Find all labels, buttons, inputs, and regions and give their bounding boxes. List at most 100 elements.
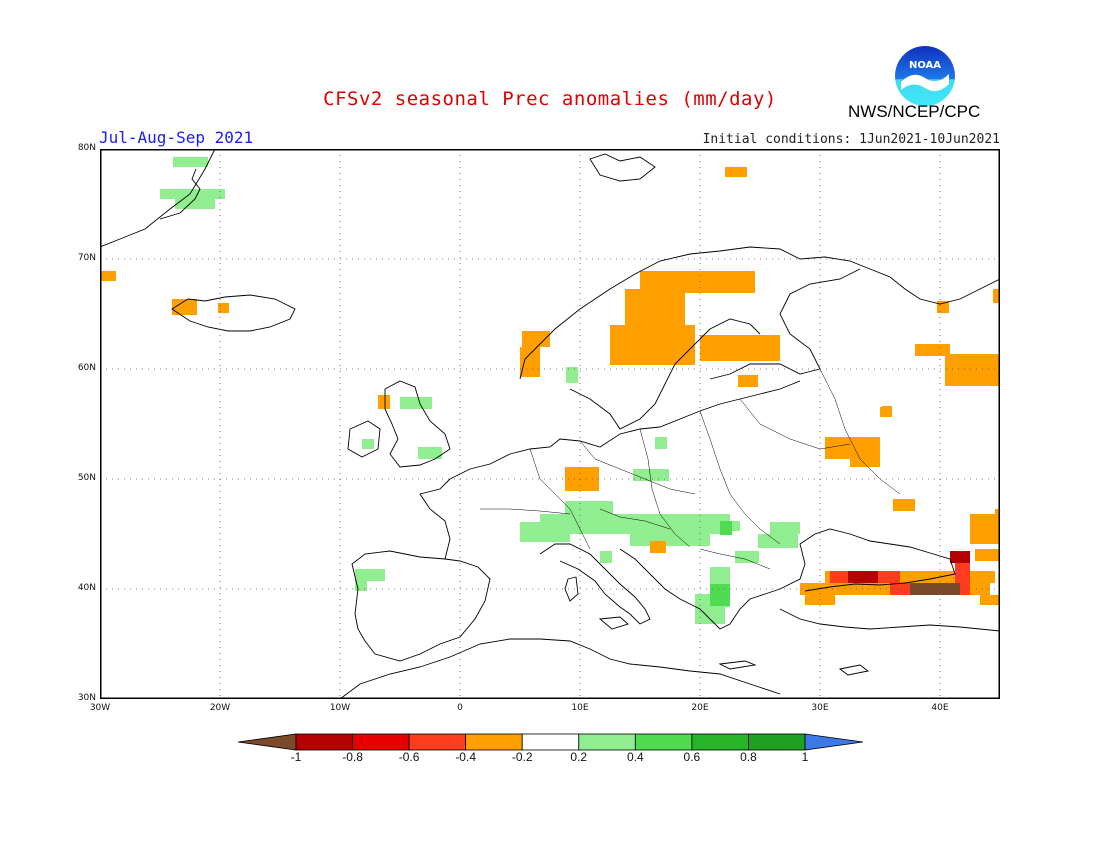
coastline-sardinia: [564, 576, 579, 602]
map-frame: [100, 149, 1000, 699]
anomaly-cell: [100, 271, 116, 281]
anomaly-cell: [173, 157, 208, 167]
coastlines: [100, 149, 1000, 699]
agency-label: NWS/NCEP/CPC: [848, 102, 981, 121]
lat-tick-label: 70N: [77, 253, 96, 263]
anomaly-cell: [882, 406, 892, 416]
noaa-logo-text: NOAA: [909, 60, 941, 71]
colorbar-swatch: [295, 733, 353, 751]
coastline-sicily: [598, 616, 629, 630]
lon-tick-label: 10E: [571, 703, 589, 713]
anomaly-cell: [735, 551, 759, 563]
anomaly-cell: [915, 344, 950, 356]
colorbar-label: -0.6: [398, 750, 420, 764]
lon-tick-label: 30E: [811, 703, 829, 713]
colorbar: [238, 733, 863, 751]
colorbar-swatch: [578, 733, 636, 751]
colorbar-label: -1: [290, 750, 302, 764]
precip-anomaly-map: [100, 149, 1000, 699]
anomaly-cell: [758, 534, 798, 548]
anomaly-cell: [945, 354, 1000, 386]
coastline-turkey-south: [779, 608, 1000, 632]
anomaly-cell: [650, 541, 666, 553]
anomaly-cell: [625, 289, 685, 325]
anomaly-cell: [950, 551, 970, 563]
coastline-norway: [519, 246, 801, 380]
anomaly-cell: [710, 584, 730, 606]
colorbar-label: 1: [801, 750, 809, 764]
anomaly-cell: [400, 397, 432, 409]
anomaly-cell: [522, 331, 550, 347]
coastline-iberia: [351, 550, 491, 662]
lat-tick-label: 80N: [77, 143, 96, 153]
coastline-cyprus: [838, 664, 870, 676]
anomaly-cells: [100, 157, 1000, 624]
colorbar-swatch: [634, 733, 693, 751]
country-borders: [480, 368, 901, 570]
coastline-kola: [799, 256, 1000, 305]
anomaly-cell: [362, 439, 374, 449]
anomaly-cell: [640, 271, 755, 293]
anomaly-cell: [633, 469, 669, 481]
anomaly-cell: [975, 549, 1000, 561]
lat-tick-label: 30N: [77, 693, 96, 703]
anomaly-cell: [770, 522, 800, 534]
coastline-svalbard: [589, 153, 656, 182]
coastline-black-sea: [779, 528, 956, 592]
anomaly-cell: [720, 521, 732, 535]
coastline-great-britain: [384, 380, 451, 468]
anomaly-cell: [995, 509, 1000, 529]
coastline-sweden: [569, 318, 761, 430]
lon-tick-label: 20E: [691, 703, 709, 713]
coastline-france-west: [419, 478, 451, 560]
coastline-crete: [718, 660, 757, 670]
anomaly-cell: [172, 299, 197, 315]
colorbar-swatch: [352, 733, 410, 751]
colorbar-lower-arrow: [238, 733, 297, 751]
anomaly-cell: [610, 325, 695, 365]
coastline-greenland-east: [159, 168, 201, 220]
anomaly-cell: [738, 375, 758, 387]
noaa-logo-icon: NOAA: [895, 46, 955, 106]
anomaly-cell: [520, 522, 570, 542]
anomaly-cell: [630, 534, 710, 546]
anomaly-cell: [160, 189, 225, 199]
anomaly-cell: [993, 289, 1000, 303]
colorbar-label: 0.8: [740, 750, 757, 764]
anomaly-cell: [540, 514, 730, 534]
colorbar-swatch: [748, 733, 806, 751]
anomaly-cell: [725, 167, 747, 177]
anomaly-cell: [980, 595, 1000, 605]
colorbar-label: 0.6: [683, 750, 701, 764]
lat-tick-label: 40N: [77, 583, 96, 593]
lon-tick-label: 20W: [209, 703, 231, 713]
colorbar-upper-arrow: [804, 733, 863, 751]
coastline-greenland: [100, 149, 216, 248]
coastline-italy: [539, 543, 651, 625]
map-gridlines: [100, 149, 1000, 699]
lon-tick-label: 10W: [329, 703, 351, 713]
anomaly-cell: [566, 367, 578, 383]
anomaly-cell: [218, 303, 229, 313]
noaa-logo: NOAA: [893, 44, 957, 108]
lon-tick-label: 30W: [89, 703, 111, 713]
lat-tick-label: 50N: [77, 473, 96, 483]
colorbar-label: 0.2: [570, 750, 588, 764]
colorbar-label: -0.4: [455, 750, 476, 764]
anomaly-cell: [600, 551, 612, 563]
anomaly-cell: [565, 467, 599, 491]
map-title: CFSv2 seasonal Prec anomalies (mm/day): [323, 88, 777, 110]
anomaly-cell: [520, 347, 540, 377]
coastline-balkans: [619, 548, 781, 630]
lon-tick-label: 0: [457, 703, 463, 713]
anomaly-cell: [565, 501, 613, 517]
colorbar-label: -0.2: [511, 750, 533, 764]
anomaly-cell: [175, 199, 215, 209]
colorbar-label: 0.4: [626, 750, 644, 764]
forecast-period: Jul-Aug-Sep 2021: [99, 128, 254, 147]
anomaly-cell: [848, 571, 878, 583]
lat-tick-label: 60N: [77, 363, 96, 373]
anomaly-cell: [700, 335, 780, 361]
anomaly-cell: [655, 437, 667, 449]
coastline-iceland: [171, 294, 296, 332]
